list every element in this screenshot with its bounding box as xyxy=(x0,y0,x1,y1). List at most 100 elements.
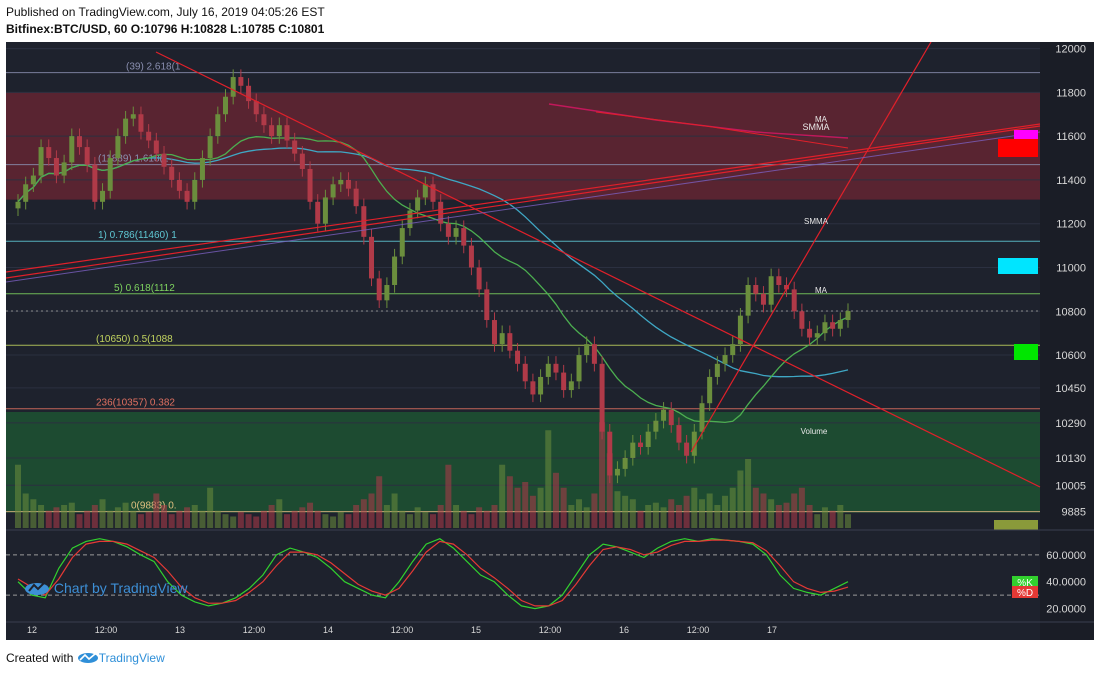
volume-bar xyxy=(99,499,106,528)
y-tick-label: 12000 xyxy=(1055,44,1086,56)
candle-body xyxy=(322,197,328,224)
low-label: L: xyxy=(230,22,242,36)
volume-bar xyxy=(829,510,836,528)
volume-bar xyxy=(207,487,214,528)
volume-bar xyxy=(84,510,91,528)
fib-label: (39) 2.618(1 xyxy=(126,62,181,73)
candle-body xyxy=(215,114,221,137)
volume-bar xyxy=(660,507,667,528)
candle-body xyxy=(568,381,574,391)
candle-body xyxy=(576,355,582,382)
candle-body xyxy=(161,153,167,167)
volume-bar xyxy=(798,487,805,528)
volume-bar xyxy=(537,487,544,528)
volume-bar xyxy=(222,514,229,528)
volume-bar xyxy=(714,505,721,528)
candle-body xyxy=(837,320,843,329)
volume-bar xyxy=(360,499,367,528)
indicator-label: SMMA xyxy=(803,122,830,132)
trend-line-purple xyxy=(6,131,1041,283)
footer-brand[interactable]: TradingView xyxy=(98,651,165,665)
volume-bar xyxy=(483,510,490,528)
volume-bar xyxy=(430,514,436,528)
volume-bar xyxy=(291,510,298,528)
volume-bar xyxy=(453,505,460,528)
symbol-header: Bitfinex:BTC/USD, 60 O:10796 H:10828 L:1… xyxy=(6,22,324,36)
fib-label: 236(10357) 0.382 xyxy=(96,398,175,409)
chart-canvas[interactable]: 12000 11800 11600 11400 11200 11000 10800 10600… xyxy=(6,42,1094,640)
volume-bar xyxy=(522,482,529,528)
candle-body xyxy=(707,376,713,404)
stoch-tick-label: 20.0000 xyxy=(1046,604,1086,616)
volume-bar xyxy=(637,510,644,528)
y-tick-label: 11600 xyxy=(1056,131,1086,143)
tradingview-cloud-icon xyxy=(25,582,49,595)
candle-body xyxy=(38,147,44,176)
candle-body xyxy=(184,190,190,202)
volume-bar xyxy=(184,507,191,528)
candle-body xyxy=(92,164,98,202)
footer-created: Created with xyxy=(6,651,74,665)
candle-body xyxy=(461,228,467,246)
volume-bar xyxy=(130,510,137,528)
candle-body xyxy=(315,201,321,224)
candle-body xyxy=(807,328,813,338)
candle-body xyxy=(407,210,413,229)
y-tick-label: 10005 xyxy=(1055,480,1086,492)
volume-bar xyxy=(353,505,360,528)
candle-body xyxy=(307,168,313,202)
candle-body xyxy=(760,293,766,305)
volume-bar xyxy=(560,487,567,528)
candle-body xyxy=(668,409,674,426)
candle-body xyxy=(468,245,474,268)
tradingview-logo-icon xyxy=(77,653,98,663)
candle-body xyxy=(522,363,528,382)
candle-body xyxy=(15,201,21,209)
candle-body xyxy=(207,136,213,159)
candle-body xyxy=(791,289,797,312)
volume-bar xyxy=(283,514,290,528)
candle-body xyxy=(284,125,290,141)
candle-body xyxy=(722,355,728,364)
candle-body xyxy=(115,136,121,159)
volume-bar xyxy=(476,507,483,528)
candle-body xyxy=(238,77,244,86)
candle-body xyxy=(515,350,521,364)
volume-bar xyxy=(191,505,198,528)
high-value: 10828 xyxy=(193,22,227,36)
volume-bar xyxy=(783,502,790,528)
candle-body xyxy=(338,179,344,185)
candle-body xyxy=(584,344,590,356)
candle-body xyxy=(146,131,152,141)
candle-body xyxy=(176,179,182,191)
candle-body xyxy=(545,363,551,377)
volume-bar xyxy=(760,493,767,528)
volume-bar xyxy=(253,516,260,528)
y-tick-label: 11200 xyxy=(1056,219,1086,231)
candle-body xyxy=(730,344,736,356)
volume-bar xyxy=(468,514,475,528)
candle-body xyxy=(107,158,113,191)
candle-body xyxy=(422,184,428,198)
candle-body xyxy=(538,376,544,395)
candle-body xyxy=(530,381,536,395)
indicator-label: MA xyxy=(815,115,828,124)
volume-bar xyxy=(414,507,421,528)
volume-bar xyxy=(614,491,621,528)
x-tick-label: 12:00 xyxy=(95,625,118,635)
volume-bar xyxy=(61,505,68,528)
candle-body xyxy=(814,333,820,338)
y-tick-label: 10450 xyxy=(1055,383,1086,395)
watermark-text: Chart by TradingView xyxy=(53,580,188,596)
candle-body xyxy=(645,431,651,447)
candle-body xyxy=(369,236,375,279)
candle-body xyxy=(46,147,52,159)
volume-bar xyxy=(845,514,851,528)
candle-body xyxy=(169,166,175,180)
candle-body xyxy=(130,114,136,119)
candle-body xyxy=(737,315,743,345)
stoch-d-line xyxy=(17,539,849,607)
y-tick-label: 10800 xyxy=(1055,306,1086,318)
stoch-legend-label: %D xyxy=(1017,588,1033,599)
x-tick-label: 17 xyxy=(767,625,777,635)
